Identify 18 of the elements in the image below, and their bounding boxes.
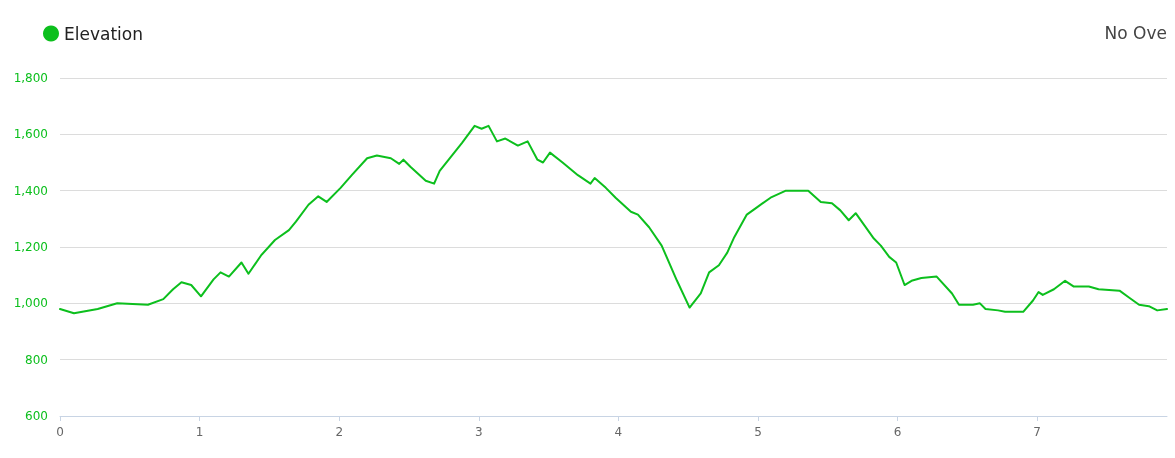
x-tick-label: 1 — [195, 425, 204, 439]
x-tick-label: 2 — [335, 425, 344, 439]
y-tick-label: 600 — [25, 409, 48, 423]
x-tick-label: 7 — [1033, 425, 1041, 439]
line-series — [59, 124, 1168, 315]
legend-label: Elevation — [64, 23, 143, 44]
y-tick-label: 1,800 — [13, 71, 48, 85]
x-tick-label: 4 — [614, 425, 623, 439]
y-tick-label: 800 — [25, 352, 48, 367]
y-tick-label: 1,600 — [13, 127, 48, 142]
y-tick-label: 1,400 — [13, 183, 48, 198]
x-tick-label: 5 — [754, 425, 762, 439]
x-tick-label: 6 — [893, 425, 902, 439]
y-tick-label: 1,000 — [13, 296, 48, 311]
y-tick-label: 1,200 — [13, 240, 48, 254]
text: No Ove — [1104, 22, 1167, 43]
x-tick-label: 0 — [56, 425, 64, 439]
x-tick-label: 3 — [474, 425, 483, 439]
